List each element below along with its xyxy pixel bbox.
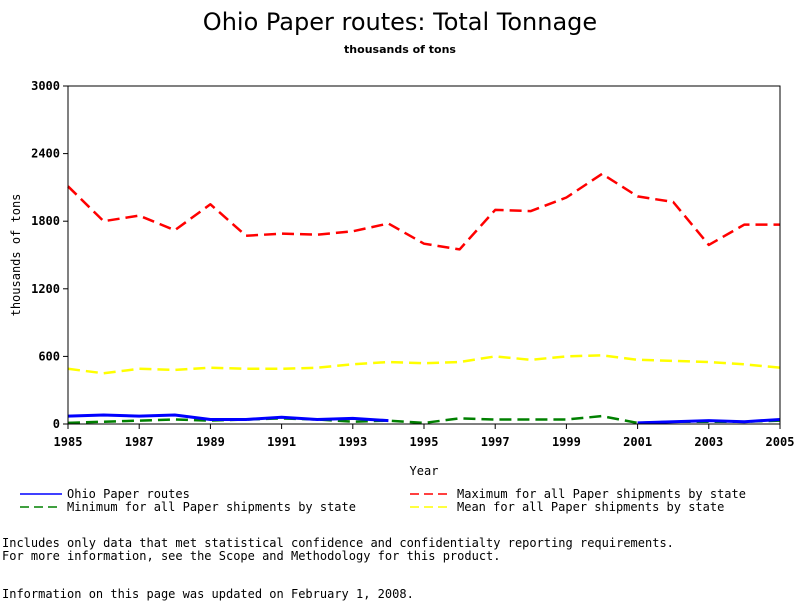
- y-axis: 0 600 1200 1800 2400 3000: [31, 79, 68, 431]
- y-tick-label: 1800: [31, 214, 60, 228]
- x-axis-label: Year: [410, 464, 439, 478]
- y-tick-label: 3000: [31, 79, 60, 93]
- legend-label-1: Maximum for all Paper shipments by state: [457, 487, 746, 501]
- x-tick-label: 1987: [125, 435, 154, 449]
- footnote-methodology: For more information, see the Scope and …: [2, 549, 501, 563]
- series-line-3: [67, 354, 781, 375]
- x-tick-label: 1997: [481, 435, 510, 449]
- legend: Ohio Paper routes Maximum for all Paper s…: [20, 487, 746, 514]
- legend-label-0: Ohio Paper routes: [67, 487, 190, 501]
- x-tick-label: 2001: [623, 435, 652, 449]
- y-tick-label: 0: [53, 417, 60, 431]
- x-tick-label: 1999: [552, 435, 581, 449]
- y-axis-label: thousands of tons: [9, 194, 23, 317]
- x-tick-label: 2003: [694, 435, 723, 449]
- x-tick-label: 2005: [766, 435, 795, 449]
- chart-title: Ohio Paper routes: Total Tonnage: [203, 8, 597, 36]
- y-tick-label: 2400: [31, 147, 60, 161]
- y-tick-label: 1200: [31, 282, 60, 296]
- x-tick-label: 1995: [410, 435, 439, 449]
- x-axis: 1985 1987 1989 1991 1993 1995 1997 1999 2001 2003…: [54, 424, 795, 449]
- x-tick-label: 1985: [54, 435, 83, 449]
- series-line-1: [67, 172, 780, 251]
- chart-subtitle: thousands of tons: [344, 43, 456, 56]
- plot-frame: [67, 85, 781, 425]
- footnote-confidence: Includes only data that met statistical …: [2, 536, 674, 550]
- x-tick-label: 1993: [338, 435, 367, 449]
- legend-label-3: Mean for all Paper shipments by state: [457, 500, 724, 514]
- plot-area: [67, 172, 781, 425]
- legend-label-2: Minimum for all Paper shipments by state: [67, 500, 356, 514]
- series-line-0: [67, 413, 781, 425]
- x-tick-label: 1991: [267, 435, 296, 449]
- x-tick-label: 1989: [196, 435, 225, 449]
- y-tick-label: 600: [38, 349, 60, 363]
- footnote-updated: Information on this page was updated on …: [2, 587, 414, 601]
